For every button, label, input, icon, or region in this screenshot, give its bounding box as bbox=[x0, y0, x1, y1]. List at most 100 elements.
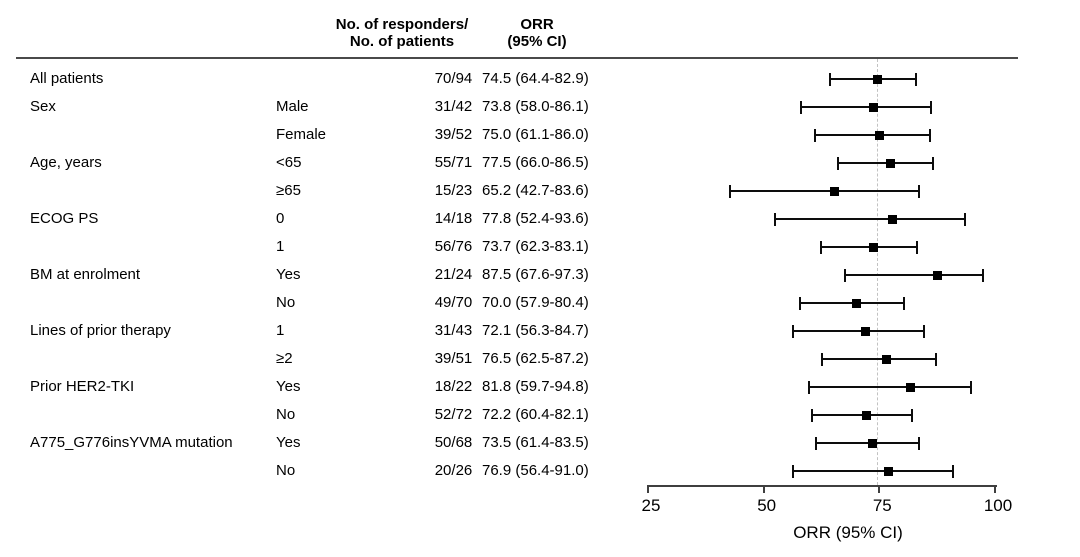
point-estimate-marker bbox=[887, 214, 897, 224]
row-n-value: 56/76 bbox=[434, 238, 473, 255]
row-group-label: ECOG PS bbox=[30, 210, 99, 227]
ci-cap-right bbox=[981, 268, 984, 282]
ci-line bbox=[800, 106, 931, 108]
ci-cap-left bbox=[836, 156, 839, 170]
ci-cap-left bbox=[844, 268, 847, 282]
row-n-value: 14/18 bbox=[434, 210, 473, 227]
point-estimate-marker bbox=[861, 326, 871, 336]
row-orr-value: 70.0 (57.9-80.4) bbox=[482, 294, 589, 311]
row-subgroup-label: ≥65 bbox=[276, 182, 301, 199]
point-estimate-marker bbox=[861, 410, 871, 420]
ci-cap-right bbox=[964, 212, 967, 226]
ci-cap-right bbox=[903, 296, 906, 310]
row-subgroup-label: No bbox=[276, 406, 296, 423]
row-orr-value: 73.8 (58.0-86.1) bbox=[482, 98, 589, 115]
point-estimate-marker bbox=[869, 102, 879, 112]
ci-cap-right bbox=[929, 100, 932, 114]
row-orr-value: 72.1 (56.3-84.7) bbox=[482, 322, 589, 339]
row-subgroup-label: <65 bbox=[276, 154, 302, 171]
ci-cap-left bbox=[829, 72, 832, 86]
point-estimate-marker bbox=[932, 270, 942, 280]
row-orr-value: 77.8 (52.4-93.6) bbox=[482, 210, 589, 227]
ci-cap-left bbox=[791, 324, 794, 338]
ci-line bbox=[821, 358, 936, 360]
ci-cap-right bbox=[911, 408, 914, 422]
row-orr-value: 73.5 (61.4-83.5) bbox=[482, 434, 589, 451]
ci-cap-left bbox=[799, 100, 802, 114]
row-n-value: 20/26 bbox=[434, 462, 473, 479]
point-estimate-marker bbox=[868, 242, 878, 252]
column-header-orr-line1: ORR bbox=[520, 16, 554, 33]
reference-line bbox=[877, 59, 878, 485]
row-n-value: 18/22 bbox=[434, 378, 473, 395]
ci-cap-left bbox=[807, 380, 810, 394]
column-header-orr-line2: (95% CI) bbox=[507, 33, 567, 50]
ci-line bbox=[816, 442, 919, 444]
row-subgroup-label: Male bbox=[276, 98, 309, 115]
row-n-value: 50/68 bbox=[434, 434, 473, 451]
row-subgroup-label: 1 bbox=[276, 238, 285, 255]
row-n-value: 15/23 bbox=[434, 182, 473, 199]
row-orr-value: 87.5 (67.6-97.3) bbox=[482, 266, 589, 283]
ci-line bbox=[820, 246, 917, 248]
ci-cap-left bbox=[814, 128, 816, 142]
ci-cap-left bbox=[819, 240, 822, 254]
row-orr-value: 74.5 (64.4-82.9) bbox=[482, 70, 589, 87]
row-orr-value: 81.8 (59.7-94.8) bbox=[482, 378, 589, 395]
row-orr-value: 72.2 (60.4-82.1) bbox=[482, 406, 589, 423]
row-group-label: BM at enrolment bbox=[30, 266, 141, 283]
row-group-label: Prior HER2-TKI bbox=[30, 378, 135, 395]
point-estimate-marker bbox=[872, 74, 882, 84]
row-subgroup-label: 0 bbox=[276, 210, 285, 227]
point-estimate-marker bbox=[851, 298, 861, 308]
x-axis-tick-label: 50 bbox=[757, 496, 777, 515]
ci-cap-right bbox=[969, 380, 972, 394]
column-header-responders: No. of responders/ No. of patients bbox=[312, 16, 492, 50]
row-orr-value: 76.9 (56.4-91.0) bbox=[482, 462, 589, 479]
ci-cap-left bbox=[792, 464, 795, 478]
ci-cap-left bbox=[773, 212, 776, 226]
ci-cap-left bbox=[810, 408, 813, 422]
point-estimate-marker bbox=[881, 354, 891, 364]
row-subgroup-label: No bbox=[276, 462, 296, 479]
row-group-label: All patients bbox=[30, 70, 104, 87]
row-n-value: 39/51 bbox=[434, 350, 473, 367]
ci-cap-right bbox=[917, 436, 920, 450]
row-n-value: 21/24 bbox=[434, 266, 473, 283]
row-group-label: A775_G776insYVMA mutation bbox=[30, 434, 233, 451]
row-orr-value: 75.0 (61.1-86.0) bbox=[482, 126, 589, 143]
row-n-value: 31/43 bbox=[434, 322, 473, 339]
ci-line bbox=[837, 162, 933, 164]
ci-line bbox=[793, 470, 954, 472]
x-axis-tick-label: 100 bbox=[983, 496, 1013, 515]
x-axis-tick-label: 25 bbox=[641, 496, 661, 515]
ci-line bbox=[792, 330, 925, 332]
x-axis-tick bbox=[762, 485, 765, 493]
row-orr-value: 76.5 (62.5-87.2) bbox=[482, 350, 589, 367]
row-group-label: Lines of prior therapy bbox=[30, 322, 171, 339]
row-subgroup-label: Female bbox=[276, 126, 327, 143]
ci-cap-right bbox=[923, 324, 926, 338]
row-orr-value: 65.2 (42.7-83.6) bbox=[482, 182, 589, 199]
column-header-orr: ORR (95% CI) bbox=[477, 16, 597, 50]
row-orr-value: 73.7 (62.3-83.1) bbox=[482, 238, 589, 255]
ci-line bbox=[815, 134, 931, 136]
row-n-value: 70/94 bbox=[434, 70, 473, 87]
ci-line bbox=[845, 274, 983, 276]
ci-line bbox=[774, 218, 966, 220]
ci-cap-left bbox=[799, 296, 802, 310]
x-axis-tick bbox=[647, 485, 649, 493]
point-estimate-marker bbox=[829, 186, 839, 196]
ci-cap-right bbox=[914, 72, 917, 86]
point-estimate-marker bbox=[874, 130, 884, 140]
x-axis-line bbox=[647, 485, 997, 487]
x-axis-tick-label: 75 bbox=[872, 496, 892, 515]
row-subgroup-label: Yes bbox=[276, 378, 301, 395]
row-orr-value: 77.5 (66.0-86.5) bbox=[482, 154, 589, 171]
row-subgroup-label: Yes bbox=[276, 434, 301, 451]
row-n-value: 52/72 bbox=[434, 406, 473, 423]
ci-cap-left bbox=[820, 352, 823, 366]
point-estimate-marker bbox=[886, 158, 896, 168]
row-subgroup-label: ≥2 bbox=[276, 350, 293, 367]
